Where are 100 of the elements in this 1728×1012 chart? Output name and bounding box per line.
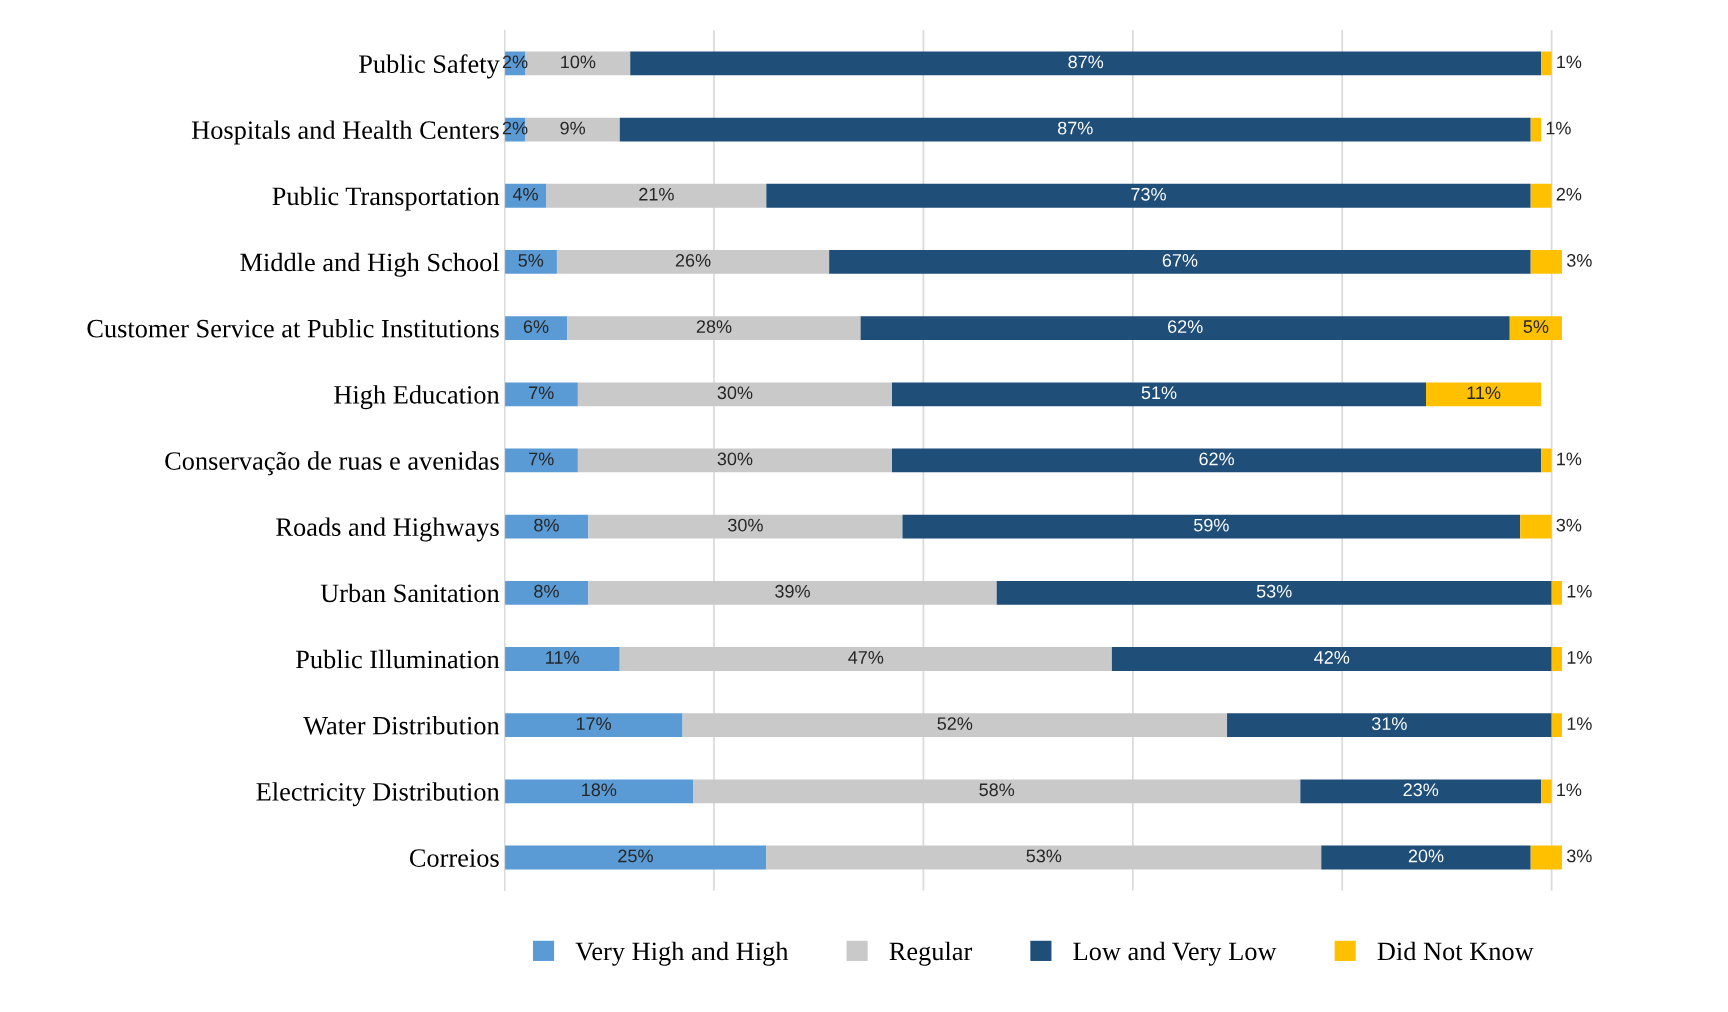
- data-label: 26%: [675, 254, 711, 267]
- bar: [504, 316, 568, 341]
- bar: [546, 183, 767, 208]
- y-tick-label: Urban Sanitation: [320, 583, 500, 603]
- bar: [829, 250, 1531, 274]
- data-label: 53%: [1256, 584, 1292, 598]
- data-label: 5%: [1523, 320, 1549, 333]
- bar: [630, 51, 1542, 76]
- data-label: 6%: [523, 320, 549, 333]
- bar: [1425, 382, 1542, 407]
- bar: [619, 647, 1112, 671]
- data-label: 2%: [1556, 187, 1582, 201]
- bar: [1541, 51, 1552, 76]
- data-label: 28%: [696, 320, 732, 333]
- bar: [891, 448, 1542, 473]
- bar: [588, 514, 903, 539]
- y-tick-label: Roads and Highways: [276, 517, 499, 542]
- bar: [1530, 183, 1552, 208]
- bar: [1551, 580, 1563, 605]
- bar: [1227, 713, 1552, 738]
- bar: [1541, 779, 1552, 804]
- bar: [996, 580, 1552, 605]
- data-label: 1%: [1557, 55, 1582, 69]
- bar: [504, 580, 589, 605]
- y-tick-label: Public Safety: [359, 54, 500, 79]
- bar: [891, 382, 1426, 407]
- bar: [504, 382, 578, 407]
- bar: [556, 250, 830, 274]
- data-label: 3%: [1566, 849, 1592, 863]
- data-label: 1%: [1567, 651, 1592, 664]
- bar: [504, 514, 589, 539]
- bar: [860, 316, 1510, 341]
- data-label: 31%: [1371, 717, 1407, 730]
- data-label: 62%: [1199, 452, 1235, 466]
- bar: [504, 845, 767, 870]
- bar: [504, 250, 557, 274]
- bar: [1530, 117, 1542, 142]
- data-label: 30%: [717, 452, 753, 466]
- bar: [902, 514, 1521, 539]
- bar: [1530, 845, 1563, 870]
- y-tick-label: Water Distribution: [303, 715, 500, 735]
- legend-label: Very High and High: [575, 941, 789, 966]
- y-tick-label: Conservação de ruas e avenidas: [165, 451, 499, 476]
- data-label: 7%: [529, 386, 554, 400]
- data-label: 58%: [979, 783, 1015, 797]
- y-tick-label: Public Transportation: [272, 186, 500, 211]
- legend-label: Low and Very Low: [1073, 941, 1277, 966]
- data-label: 3%: [1566, 254, 1592, 267]
- legend-label: Regular: [889, 941, 973, 966]
- data-label: 23%: [1403, 783, 1439, 797]
- bar: [1551, 647, 1563, 671]
- bar: [1509, 316, 1563, 341]
- data-label: 62%: [1168, 320, 1203, 333]
- bar: [682, 713, 1228, 738]
- bar: [588, 580, 997, 605]
- y-tick-label: Electricity Distribution: [256, 782, 500, 807]
- data-label: 20%: [1408, 849, 1444, 863]
- data-label: 18%: [582, 783, 617, 797]
- bar: [567, 316, 861, 341]
- data-label: 10%: [561, 55, 596, 69]
- data-label: 52%: [937, 717, 973, 730]
- bar: [577, 382, 892, 407]
- y-tick-label: Hospitals and Health Centers: [191, 120, 499, 145]
- data-label: 51%: [1141, 386, 1177, 400]
- data-label: 42%: [1314, 651, 1350, 664]
- legend-label: Did Not Know: [1377, 941, 1534, 961]
- bar: [1300, 779, 1542, 804]
- bar: [1541, 448, 1552, 473]
- bar: [1520, 514, 1552, 539]
- data-label: 53%: [1026, 849, 1062, 863]
- data-label: 30%: [728, 518, 763, 532]
- bar: [693, 779, 1301, 804]
- bar: [504, 779, 694, 804]
- data-label: 11%: [1467, 386, 1501, 400]
- bar: [1111, 647, 1552, 671]
- data-label: 1%: [1567, 717, 1592, 730]
- bar: [619, 117, 1531, 142]
- data-label: 47%: [848, 651, 884, 664]
- bar: [577, 448, 892, 473]
- data-label: 87%: [1057, 121, 1093, 135]
- data-label: 9%: [560, 121, 586, 135]
- data-label: 8%: [534, 518, 559, 532]
- data-label: 87%: [1068, 55, 1104, 69]
- bar: [504, 647, 620, 671]
- data-label: 21%: [639, 187, 674, 201]
- data-label: 11%: [546, 651, 579, 664]
- data-label: 17%: [576, 717, 611, 730]
- bar: [1551, 713, 1563, 738]
- data-label: 1%: [1546, 121, 1571, 135]
- data-label: 59%: [1194, 518, 1229, 532]
- data-label: 4%: [512, 187, 538, 201]
- bar: [504, 713, 683, 738]
- data-label: 1%: [1557, 783, 1582, 797]
- bar: [1321, 845, 1531, 870]
- data-label: 5%: [518, 254, 544, 267]
- data-label: 1%: [1557, 452, 1582, 466]
- y-tick-label: Customer Service at Public Institutions: [87, 318, 499, 338]
- data-label: 73%: [1131, 187, 1166, 201]
- data-label: 1%: [1567, 584, 1592, 598]
- data-label: 30%: [717, 386, 753, 400]
